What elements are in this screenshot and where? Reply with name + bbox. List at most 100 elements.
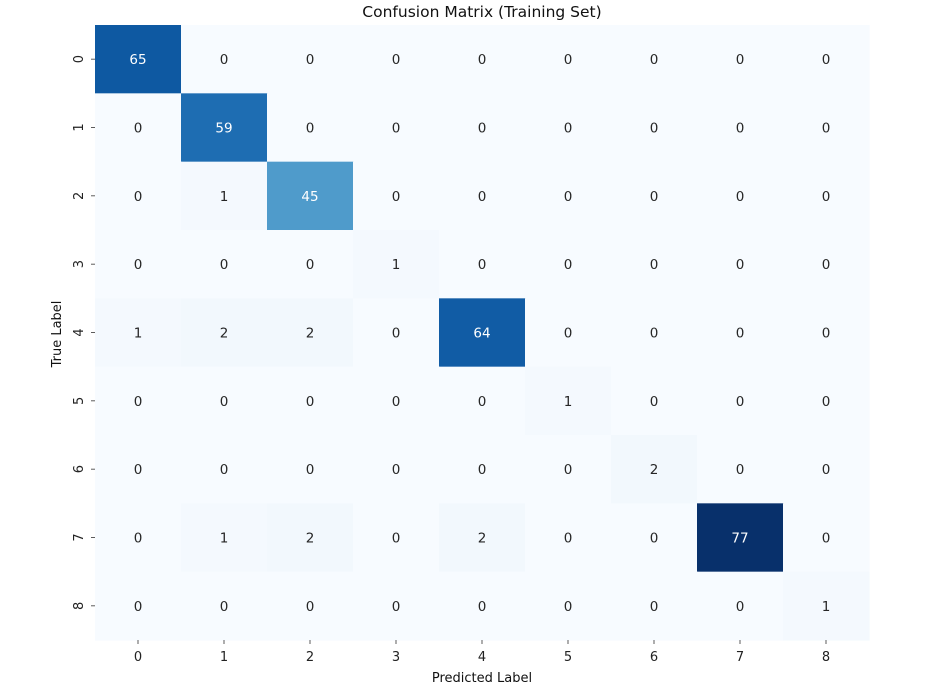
cell-value-label: 0 xyxy=(306,52,315,68)
heatmap-cell xyxy=(697,571,784,641)
x-tick-label: 2 xyxy=(306,650,314,665)
cell-value-label: 0 xyxy=(392,326,401,342)
cell-value-label: 0 xyxy=(392,599,401,615)
cell-value-label: 59 xyxy=(215,121,232,137)
cell-value-label: 0 xyxy=(822,326,831,342)
heatmap-cell xyxy=(181,93,268,163)
heatmap-cell xyxy=(267,298,354,368)
cell-value-label: 0 xyxy=(736,257,745,273)
cell-value-label: 0 xyxy=(564,462,573,478)
y-tick-label: 1 xyxy=(72,123,87,131)
x-tick-label: 0 xyxy=(134,650,142,665)
heatmap-cell xyxy=(353,503,440,573)
cell-value-label: 77 xyxy=(731,531,748,547)
heatmap-cell xyxy=(181,25,268,94)
heatmap-cell xyxy=(181,571,268,641)
heatmap-cell xyxy=(95,435,182,504)
heatmap-cell xyxy=(181,435,268,504)
heatmap-cell xyxy=(525,230,612,299)
cell-value-label: 0 xyxy=(822,121,831,137)
heatmap-cell xyxy=(439,25,526,94)
cell-value-label: 0 xyxy=(564,599,573,615)
cell-value-label: 0 xyxy=(564,189,573,205)
heatmap-cell xyxy=(525,25,612,94)
heatmap-cell xyxy=(267,93,354,163)
cell-value-label: 0 xyxy=(822,462,831,478)
heatmap-cell xyxy=(95,571,182,641)
heatmap-cell xyxy=(267,503,354,573)
heatmap-cell xyxy=(353,366,440,436)
x-tick-label: 1 xyxy=(220,650,228,665)
x-tick-label: 4 xyxy=(478,650,486,665)
y-axis-label: True Label xyxy=(50,301,65,369)
cell-value-label: 0 xyxy=(478,121,487,137)
heatmap-cell xyxy=(353,435,440,504)
cell-value-label: 0 xyxy=(650,394,659,410)
heatmap-cell xyxy=(181,503,268,573)
cell-value-label: 0 xyxy=(650,257,659,273)
heatmap-cells xyxy=(95,25,870,641)
heatmap-cell xyxy=(783,93,870,163)
heatmap-cell xyxy=(525,571,612,641)
cell-value-label: 0 xyxy=(736,394,745,410)
cell-value-label: 0 xyxy=(134,531,143,547)
heatmap-cell xyxy=(439,93,526,163)
heatmap-cell xyxy=(353,298,440,368)
heatmap-cell xyxy=(439,230,526,299)
heatmap-cell xyxy=(783,161,870,231)
cell-value-label: 0 xyxy=(564,326,573,342)
heatmap-cell xyxy=(267,366,354,436)
cell-value-label: 0 xyxy=(392,462,401,478)
cell-value-label: 0 xyxy=(822,531,831,547)
heatmap-cell xyxy=(439,435,526,504)
heatmap-cell xyxy=(525,503,612,573)
heatmap-cell xyxy=(783,230,870,299)
cell-value-label: 0 xyxy=(478,52,487,68)
heatmap-cell xyxy=(697,25,784,94)
heatmap-cell xyxy=(267,161,354,231)
cell-value-label: 0 xyxy=(564,531,573,547)
cell-value-label: 0 xyxy=(220,394,229,410)
y-tick-label: 5 xyxy=(72,397,87,405)
cell-value-label: 0 xyxy=(822,394,831,410)
heatmap-cell xyxy=(267,571,354,641)
heatmap-cell xyxy=(353,230,440,299)
x-tick-label: 5 xyxy=(564,650,572,665)
heatmap-cell xyxy=(611,161,698,231)
cell-value-label: 2 xyxy=(650,462,659,478)
cell-value-label: 0 xyxy=(220,52,229,68)
y-tick-label: 0 xyxy=(72,55,87,63)
heatmap-cell xyxy=(697,503,784,573)
heatmap-cell xyxy=(353,571,440,641)
cell-value-label: 0 xyxy=(134,394,143,410)
y-tick-label: 6 xyxy=(72,465,87,473)
cell-value-label: 0 xyxy=(650,531,659,547)
cell-value-label: 0 xyxy=(564,121,573,137)
x-tick-label: 8 xyxy=(822,650,830,665)
x-axis-label: Predicted Label xyxy=(432,671,532,686)
heatmap-cell xyxy=(611,366,698,436)
cell-value-label: 0 xyxy=(650,52,659,68)
heatmap-cell xyxy=(95,366,182,436)
cell-value-label: 2 xyxy=(478,531,487,547)
x-tick-label: 6 xyxy=(650,650,658,665)
cell-value-label: 0 xyxy=(306,121,315,137)
cell-value-label: 0 xyxy=(392,52,401,68)
x-axis-ticks: 0 1 2 3 4 5 6 7 8 xyxy=(134,640,830,665)
heatmap-cell xyxy=(611,25,698,94)
cell-value-label: 0 xyxy=(478,257,487,273)
heatmap-cell xyxy=(181,298,268,368)
heatmap-cell xyxy=(95,503,182,573)
x-tick-label: 3 xyxy=(392,650,400,665)
heatmap-cell xyxy=(783,435,870,504)
cell-value-label: 0 xyxy=(134,121,143,137)
cell-value-label: 0 xyxy=(650,121,659,137)
cell-value-label: 0 xyxy=(392,394,401,410)
cell-value-label: 45 xyxy=(301,189,318,205)
heatmap-cell xyxy=(611,571,698,641)
cell-value-label: 0 xyxy=(392,531,401,547)
y-axis-ticks: 0 1 2 3 4 5 6 7 8 xyxy=(72,55,95,610)
heatmap-cell xyxy=(439,503,526,573)
heatmap-cell xyxy=(181,366,268,436)
